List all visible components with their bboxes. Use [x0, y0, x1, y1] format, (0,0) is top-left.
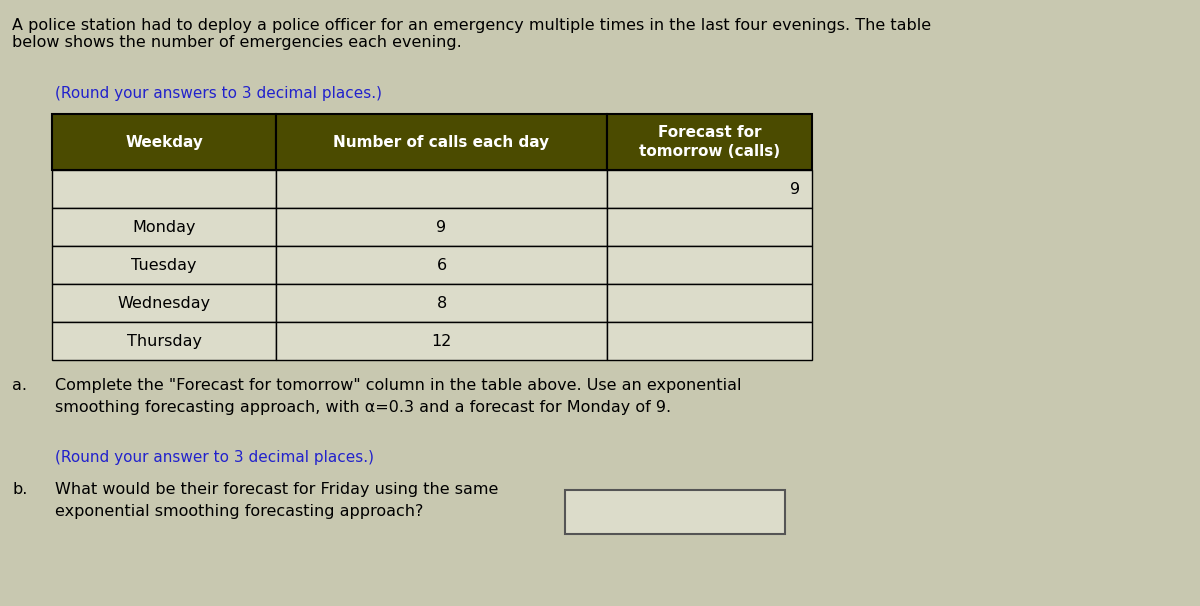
Text: Tuesday: Tuesday [131, 258, 197, 273]
Text: a.: a. [12, 378, 28, 393]
Bar [607, 284, 812, 322]
Text: A police station had to deploy a police officer for an emergency multiple times : A police station had to deploy a police … [12, 18, 931, 50]
Text: Forecast for
tomorrow (calls): Forecast for tomorrow (calls) [638, 125, 780, 159]
Bar [607, 170, 812, 208]
Text: Wednesday: Wednesday [118, 296, 211, 310]
Bar [276, 170, 607, 208]
Text: Thursday: Thursday [127, 333, 202, 348]
Text: Complete the "Forecast for tomorrow" column in the table above. Use an exponenti: Complete the "Forecast for tomorrow" col… [55, 378, 742, 415]
Text: Monday: Monday [132, 219, 196, 235]
Bar [276, 284, 607, 322]
Bar [52, 284, 276, 322]
Text: (Round your answers to 3 decimal places.): (Round your answers to 3 decimal places.… [55, 86, 382, 101]
Bar [52, 114, 276, 170]
Text: 6: 6 [437, 258, 446, 273]
Bar [52, 170, 276, 208]
Text: 9: 9 [790, 182, 800, 196]
Bar [607, 114, 812, 170]
Bar [52, 322, 276, 360]
Text: 12: 12 [431, 333, 451, 348]
Bar [607, 246, 812, 284]
Bar [607, 322, 812, 360]
Bar [276, 246, 607, 284]
Text: Weekday: Weekday [125, 135, 203, 150]
Bar [52, 208, 276, 246]
Bar [565, 490, 785, 534]
Text: 8: 8 [437, 296, 446, 310]
Bar [52, 246, 276, 284]
Text: b.: b. [12, 482, 28, 497]
Text: 9: 9 [437, 219, 446, 235]
Text: Number of calls each day: Number of calls each day [334, 135, 550, 150]
Bar [276, 208, 607, 246]
Bar [276, 114, 607, 170]
Bar [276, 322, 607, 360]
Text: (Round your answer to 3 decimal places.): (Round your answer to 3 decimal places.) [55, 450, 374, 465]
Bar [607, 208, 812, 246]
Text: What would be their forecast for Friday using the same
exponential smoothing for: What would be their forecast for Friday … [55, 482, 498, 519]
